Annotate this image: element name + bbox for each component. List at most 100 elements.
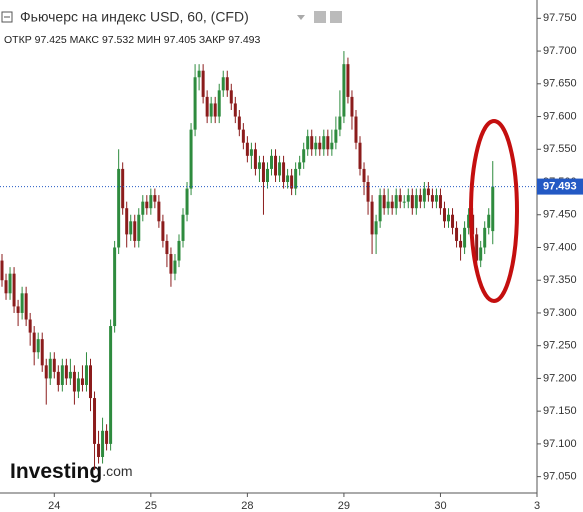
watermark-suffix: .com: [102, 463, 132, 479]
x-tick-label: 3: [534, 500, 540, 512]
candle-body: [334, 129, 338, 143]
candle-body: [80, 378, 84, 385]
candle-body: [282, 162, 286, 183]
candle-body: [24, 293, 28, 320]
candle-body: [310, 136, 314, 150]
candle-body: [189, 129, 193, 189]
candle-body: [141, 201, 145, 215]
candle-body: [350, 96, 354, 117]
candle-body: [185, 188, 189, 215]
candle-body: [173, 260, 177, 274]
candle-body: [48, 358, 52, 379]
candle-body: [181, 214, 185, 241]
y-tick-label: 97.750: [543, 12, 577, 24]
candle-body: [354, 116, 358, 143]
candle-body: [366, 182, 370, 202]
candle-body: [298, 162, 302, 169]
last-price-label: 97.493: [543, 180, 577, 192]
candle-body: [438, 195, 442, 209]
candle-body: [165, 240, 169, 255]
candle-body: [386, 201, 390, 209]
x-tick-label: 29: [338, 500, 350, 512]
candle-body: [113, 247, 117, 327]
candle-body: [322, 136, 326, 150]
candle-body: [221, 77, 225, 91]
candle-body: [76, 378, 80, 392]
ohlc-value: 97.493: [228, 34, 260, 46]
candle-body: [97, 443, 101, 457]
candle-body: [121, 168, 125, 209]
highlight-ellipse: [469, 119, 519, 303]
candle-body: [241, 129, 245, 143]
ohlc-label: ОТКР: [4, 34, 32, 46]
y-tick-label: 97.550: [543, 143, 577, 155]
candle-body: [68, 371, 72, 379]
settings-icon[interactable]: [314, 11, 326, 23]
candle-body: [430, 195, 434, 202]
candle-body: [125, 208, 129, 235]
candle-body: [201, 70, 205, 97]
candle-body: [153, 195, 157, 202]
y-tick-label: 97.250: [543, 340, 577, 352]
candle-body: [28, 319, 32, 333]
candle-body: [418, 195, 422, 202]
candle-body: [370, 201, 374, 235]
ohlc-line: ОТКР 97.425 МАКС 97.532 МИН 97.405 ЗАКР …: [4, 34, 261, 46]
candle-body: [451, 214, 455, 228]
candle-body: [105, 430, 109, 444]
candle-body: [426, 188, 430, 196]
candle-body: [422, 188, 426, 202]
candle-body: [374, 221, 378, 235]
candle-body: [362, 168, 366, 183]
y-tick-label: 97.100: [543, 438, 577, 450]
candle-body: [193, 77, 197, 130]
candle-body: [40, 339, 44, 366]
x-tick-label: 30: [434, 500, 446, 512]
candle-body: [382, 195, 386, 209]
candle-body: [64, 365, 68, 379]
candle-body: [402, 201, 406, 203]
candle-body: [290, 175, 294, 189]
candle-body: [229, 90, 233, 104]
ohlc-label: ЗАКР: [199, 34, 225, 46]
candle-body: [434, 195, 438, 202]
candle-body: [137, 214, 141, 241]
candle-body: [157, 201, 161, 222]
candle-body: [205, 96, 209, 117]
candle-body: [302, 149, 306, 163]
candle-body: [270, 155, 274, 169]
candle-body: [326, 136, 330, 150]
candle-body: [88, 365, 92, 399]
collapse-icon[interactable]: [1, 11, 13, 23]
candle-body: [109, 326, 113, 444]
candle-body: [330, 142, 334, 150]
candle-body: [245, 142, 249, 156]
candle-body: [253, 149, 257, 169]
candle-body: [294, 168, 298, 189]
dropdown-icon[interactable]: [297, 15, 305, 20]
candle-body: [483, 227, 487, 248]
candle-body: [233, 103, 237, 117]
y-tick-label: 97.350: [543, 274, 577, 286]
last-price-box: [537, 178, 583, 195]
candle-body: [475, 234, 479, 261]
candle-body: [56, 371, 60, 385]
candle-body: [225, 77, 229, 91]
watermark-brand: Investing: [10, 460, 102, 483]
ohlc-label: МИН: [137, 34, 161, 46]
candle-body: [442, 208, 446, 222]
candle-body: [338, 116, 342, 130]
candle-body: [177, 240, 181, 261]
candle-body: [117, 168, 121, 248]
candle-body: [249, 149, 253, 156]
candle-body: [12, 273, 16, 307]
candle-body: [463, 227, 467, 248]
candle-body: [237, 116, 241, 130]
y-tick-label: 97.450: [543, 209, 577, 221]
candle-body: [197, 70, 201, 78]
candle-body: [459, 240, 463, 248]
candle-body: [72, 371, 76, 392]
settings-icon[interactable]: [330, 11, 342, 23]
candle-body: [346, 64, 350, 97]
